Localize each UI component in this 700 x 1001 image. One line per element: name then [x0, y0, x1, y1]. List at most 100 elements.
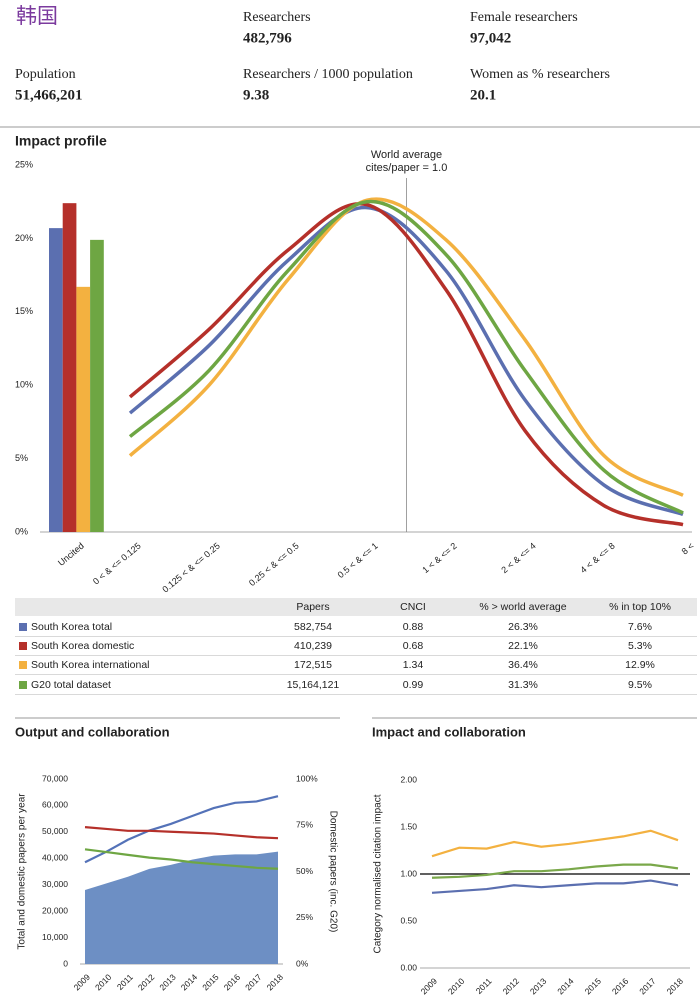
y-tick-label: 0% [15, 526, 28, 536]
x-tick-label: 1 < & <= 2 [420, 541, 458, 576]
stat-label: Researchers [243, 10, 311, 25]
x-tick-label: 0 < & <= 0.125 [91, 541, 143, 587]
y-tick-label: 15% [15, 306, 33, 316]
x-tick-label: 0.25 < & <= 0.5 [247, 541, 301, 588]
y-tick-label: 40,000 [42, 853, 68, 863]
area [85, 851, 278, 964]
y-tick-label: 20,000 [42, 905, 68, 915]
line [84, 848, 279, 870]
y-tick-label: 20% [15, 233, 33, 243]
x-tick-label: 2012 [501, 976, 522, 997]
y-tick-label: 0 [63, 958, 68, 968]
table-cell: 582,754 [294, 621, 332, 633]
y-tick-label: 1.50 [400, 821, 417, 831]
x-tick-label: 2 < & <= 4 [499, 541, 537, 576]
legend-swatch [19, 681, 27, 689]
x-tick-label: 2015 [583, 976, 604, 997]
x-tick-label: 2018 [265, 972, 286, 993]
table-cell: 0.88 [403, 621, 424, 633]
y2-tick-label: 100% [296, 773, 318, 783]
x-tick-label: 2013 [528, 976, 549, 997]
table-header-bg [15, 598, 697, 616]
table-cell: 22.1% [508, 640, 538, 652]
y2-tick-label: 50% [296, 866, 313, 876]
stat-value: 97,042 [470, 30, 511, 46]
y-tick-label: 30,000 [42, 879, 68, 889]
table-cell: 31.3% [508, 679, 538, 691]
table-cell: 36.4% [508, 659, 538, 671]
table-cell: 1.34 [403, 659, 424, 671]
y2-tick-label: 75% [296, 820, 313, 830]
line [431, 829, 679, 858]
table-cell: 9.5% [628, 679, 652, 691]
table-header: % in top 10% [609, 601, 671, 613]
stat-value: 20.1 [470, 87, 496, 103]
x-tick-label: 2015 [200, 972, 221, 993]
x-tick-label: 2009 [72, 972, 93, 993]
legend-label: G20 total dataset [31, 679, 111, 691]
table-cell: 5.3% [628, 640, 652, 652]
x-tick-label: 2017 [637, 976, 658, 997]
profile-line [128, 199, 684, 515]
y2-tick-label: 0% [296, 958, 309, 968]
y2-tick-label: 25% [296, 912, 313, 922]
bar [76, 286, 91, 532]
x-tick-label: 2009 [419, 976, 440, 997]
x-tick-label: 0.5 < & <= 1 [336, 541, 380, 580]
stat-value: 482,796 [243, 30, 292, 46]
line [84, 795, 279, 864]
table-cell: 0.99 [403, 679, 424, 691]
y-tick-label: 0.50 [400, 915, 417, 925]
legend-swatch [19, 623, 27, 631]
table-cell: 7.6% [628, 621, 652, 633]
table-cell: 172,515 [294, 659, 332, 671]
x-tick-label: 2012 [136, 972, 157, 993]
y-axis-label: Category normalised citation impact [373, 794, 384, 953]
bar [62, 203, 77, 532]
chart-title: Impact and collaboration [372, 724, 526, 739]
annotation: cites/paper = 1.0 [366, 162, 448, 174]
line [84, 826, 279, 840]
y-tick-label: 0.00 [400, 962, 417, 972]
stat-label: Women as % researchers [470, 67, 610, 82]
y-tick-label: 1.00 [400, 868, 417, 878]
x-tick-label: 8 < [680, 541, 696, 557]
x-tick-label: 2013 [157, 972, 178, 993]
table-header: CNCI [400, 601, 426, 613]
y-tick-label: 10,000 [42, 932, 68, 942]
y-tick-label: 5% [15, 453, 28, 463]
y-tick-label: 25% [15, 159, 33, 169]
y-tick-label: 10% [15, 380, 33, 390]
x-tick-label: 2018 [665, 976, 686, 997]
y-tick-label: 2.00 [400, 774, 417, 784]
x-tick-label: 2011 [115, 972, 135, 992]
stat-label: Researchers / 1000 population [243, 67, 413, 82]
stat-label: Female researchers [470, 10, 578, 25]
legend-swatch [19, 661, 27, 669]
table-cell: 26.3% [508, 621, 538, 633]
y-axis-label: Total and domestic papers per year [17, 793, 28, 950]
stat-value: 9.38 [243, 87, 269, 103]
profile-line [128, 205, 684, 517]
stat-value: 51,466,201 [15, 87, 83, 103]
country-title: 韩国 [16, 4, 58, 28]
x-tick-label: 2014 [179, 972, 200, 993]
y2-axis-label: Domestic papers (inc. G20) [327, 811, 338, 933]
line [431, 879, 679, 894]
legend-label: South Korea total [31, 621, 112, 633]
chart-title: Impact profile [15, 133, 107, 149]
x-tick-label: 2016 [610, 976, 631, 997]
bar [90, 239, 104, 533]
x-tick-label: 2014 [555, 976, 576, 997]
x-tick-label: Uncited [56, 541, 86, 568]
legend-label: South Korea international [31, 659, 150, 671]
legend-label: South Korea domestic [31, 640, 134, 652]
legend-swatch [19, 642, 27, 650]
bar [49, 228, 63, 532]
stat-label: Population [15, 67, 76, 82]
x-tick-label: 4 < & <= 8 [578, 541, 616, 576]
table-cell: 15,164,121 [287, 679, 340, 691]
table-cell: 410,239 [294, 640, 332, 652]
